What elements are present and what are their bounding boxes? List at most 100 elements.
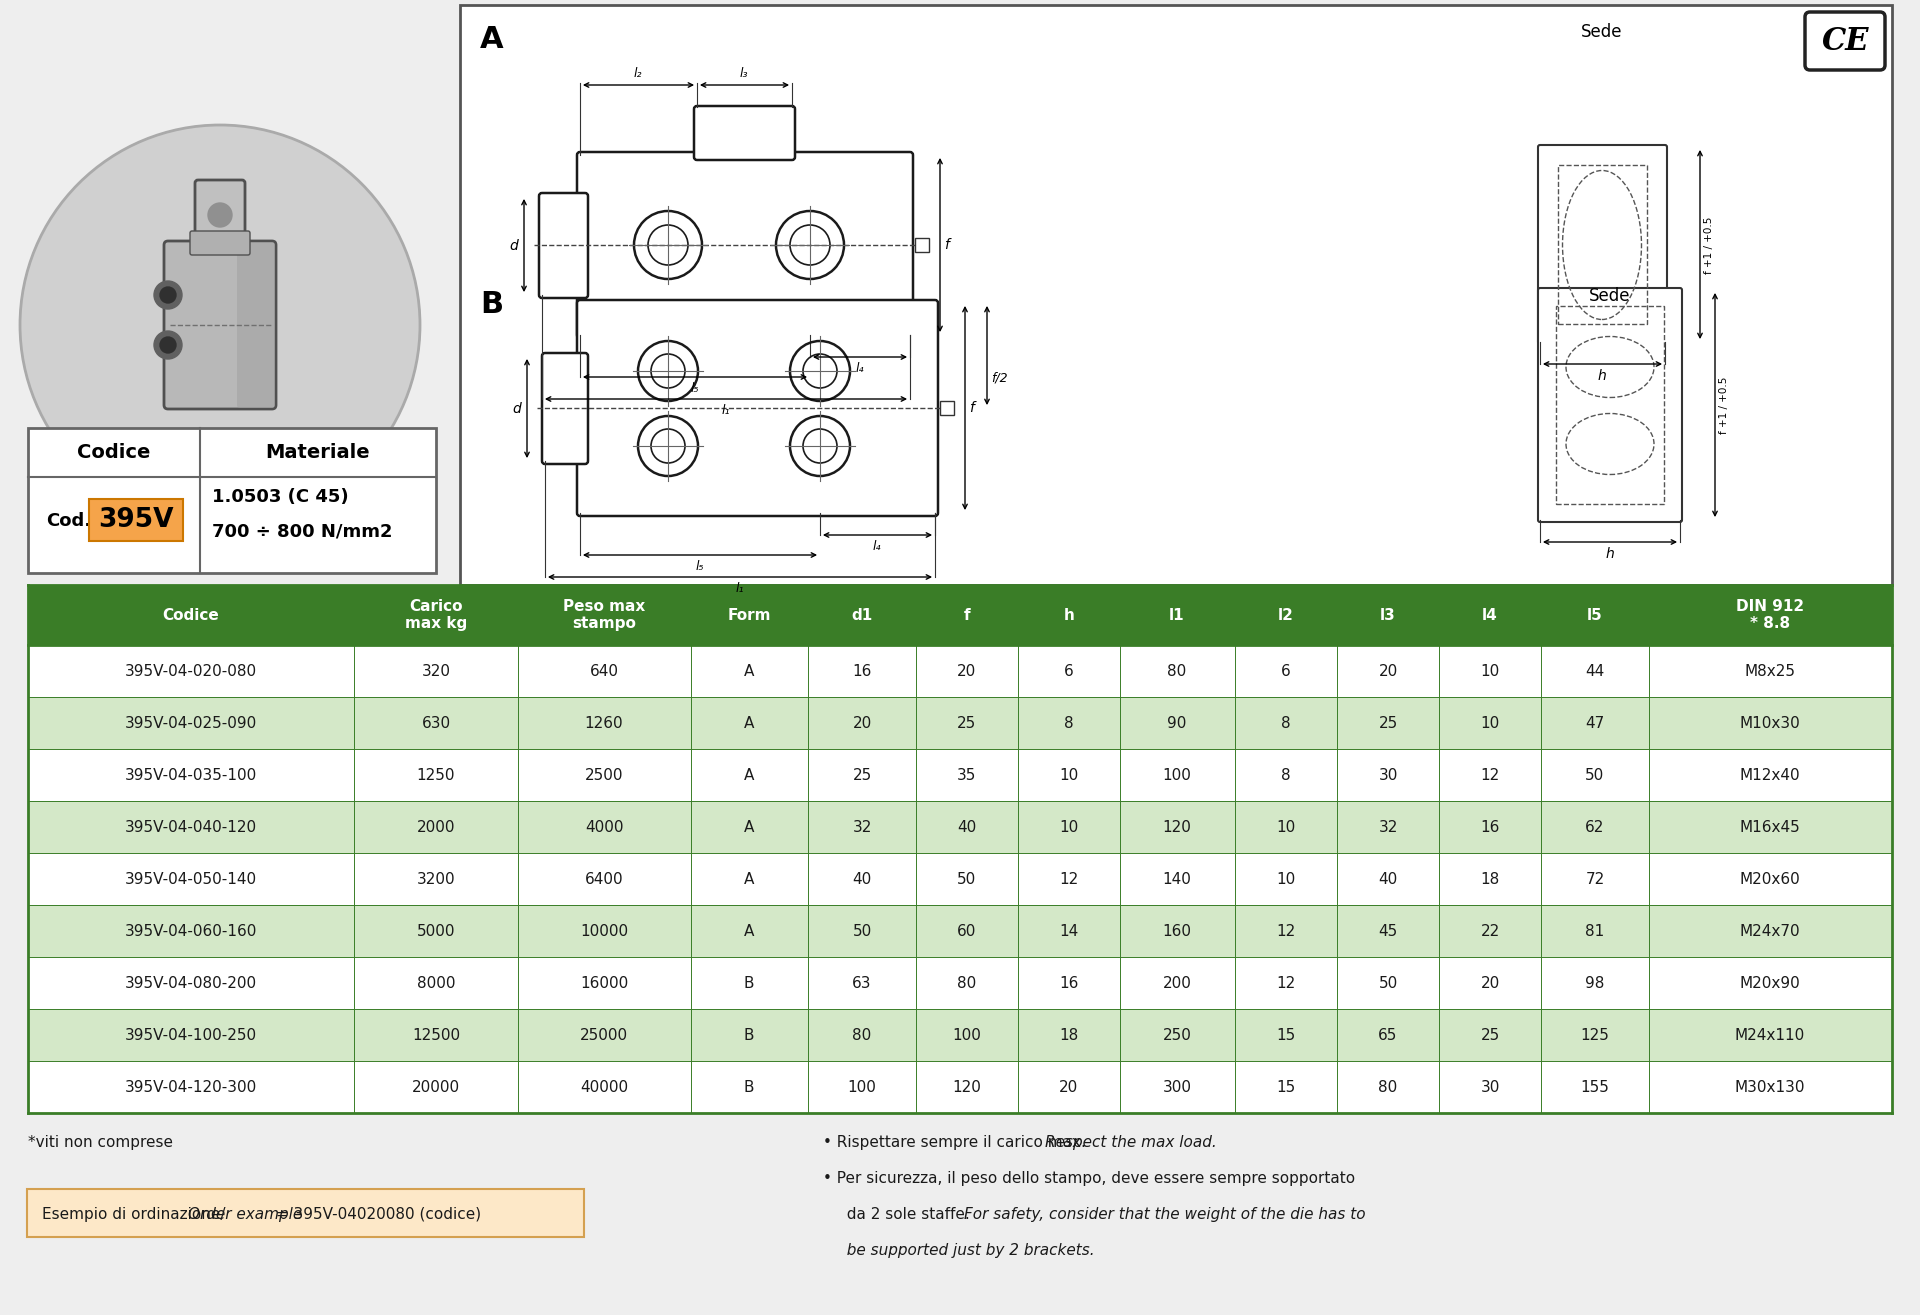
Text: Codice: Codice (163, 608, 219, 622)
Text: h: h (1064, 608, 1075, 622)
Text: 395V-04-080-200: 395V-04-080-200 (125, 976, 257, 990)
Text: 16000: 16000 (580, 976, 628, 990)
Text: 35: 35 (958, 768, 977, 782)
Text: • Per sicurezza, il peso dello stampo, deve essere sempre sopportato: • Per sicurezza, il peso dello stampo, d… (824, 1170, 1356, 1186)
Text: A: A (743, 923, 755, 939)
Text: 80: 80 (1379, 1080, 1398, 1094)
Text: 12: 12 (1480, 768, 1500, 782)
Text: 630: 630 (420, 715, 451, 731)
Bar (29, 1061, 1891, 1112)
Text: 50: 50 (1379, 976, 1398, 990)
FancyBboxPatch shape (541, 352, 588, 464)
Text: 25: 25 (1480, 1027, 1500, 1043)
Text: 320: 320 (422, 664, 451, 679)
Text: 44: 44 (1586, 664, 1605, 679)
Text: 700 ÷ 800 N/mm2: 700 ÷ 800 N/mm2 (211, 522, 392, 540)
Text: l₁: l₁ (735, 583, 745, 594)
FancyBboxPatch shape (1805, 12, 1885, 70)
FancyBboxPatch shape (27, 1189, 584, 1237)
Text: 80: 80 (852, 1027, 872, 1043)
Text: 60: 60 (958, 923, 977, 939)
Text: 25: 25 (958, 715, 977, 731)
Text: Esempio di ordinazione/: Esempio di ordinazione/ (42, 1206, 225, 1222)
Bar (1557, 164, 1647, 323)
Text: A: A (743, 768, 755, 782)
Text: 65: 65 (1379, 1027, 1398, 1043)
Text: 45: 45 (1379, 923, 1398, 939)
Text: 72: 72 (1586, 872, 1605, 886)
Text: 16: 16 (1480, 819, 1500, 835)
Text: A: A (743, 715, 755, 731)
Text: d1: d1 (851, 608, 872, 622)
Text: 12: 12 (1277, 976, 1296, 990)
Text: 100: 100 (1164, 768, 1192, 782)
Text: 395V-04-025-090: 395V-04-025-090 (125, 715, 257, 731)
Text: 5000: 5000 (417, 923, 455, 939)
Circle shape (159, 337, 177, 352)
FancyBboxPatch shape (1538, 288, 1682, 522)
Text: 100: 100 (847, 1080, 876, 1094)
Text: l₄: l₄ (874, 540, 881, 554)
Text: 40000: 40000 (580, 1080, 628, 1094)
Circle shape (19, 125, 420, 525)
Text: 300: 300 (1162, 1080, 1192, 1094)
Text: 16: 16 (852, 664, 872, 679)
Text: Codice: Codice (77, 443, 150, 462)
Text: Respect the max load.: Respect the max load. (1044, 1135, 1217, 1151)
Text: 15: 15 (1277, 1080, 1296, 1094)
Text: Order example: Order example (188, 1206, 301, 1222)
FancyBboxPatch shape (163, 241, 276, 409)
Bar (29, 427, 436, 573)
Text: 395V-04-040-120: 395V-04-040-120 (125, 819, 257, 835)
Text: l1: l1 (1169, 608, 1185, 622)
Text: f: f (970, 401, 973, 416)
Text: 50: 50 (1586, 768, 1605, 782)
Text: 47: 47 (1586, 715, 1605, 731)
Text: 14: 14 (1060, 923, 1079, 939)
Text: l2: l2 (1279, 608, 1294, 622)
Text: *viti non comprese: *viti non comprese (29, 1135, 173, 1151)
Text: Sede: Sede (1582, 22, 1622, 41)
Text: Materiale: Materiale (265, 443, 371, 462)
Text: 6: 6 (1281, 664, 1290, 679)
Text: 32: 32 (1379, 819, 1398, 835)
Text: be supported just by 2 brackets.: be supported just by 2 brackets. (837, 1243, 1094, 1258)
Text: 125: 125 (1580, 1027, 1609, 1043)
Bar (29, 585, 1891, 644)
Text: DIN 912
* 8.8: DIN 912 * 8.8 (1736, 598, 1805, 631)
Text: • Rispettare sempre il carico max.: • Rispettare sempre il carico max. (824, 1135, 1091, 1151)
Text: 100: 100 (952, 1027, 981, 1043)
Text: l5: l5 (1588, 608, 1603, 622)
Text: Form: Form (728, 608, 770, 622)
Bar (29, 853, 1891, 905)
FancyBboxPatch shape (693, 107, 795, 160)
Text: 395V-04-020-080: 395V-04-020-080 (125, 664, 257, 679)
Circle shape (154, 281, 182, 309)
Text: M16x45: M16x45 (1740, 819, 1801, 835)
Text: 1.0503 (C 45): 1.0503 (C 45) (211, 488, 349, 506)
Text: Carico
max kg: Carico max kg (405, 598, 467, 631)
Text: 10: 10 (1277, 872, 1296, 886)
Text: 40: 40 (1379, 872, 1398, 886)
Bar (29, 905, 1891, 957)
Text: 22: 22 (1480, 923, 1500, 939)
Text: 20: 20 (1060, 1080, 1079, 1094)
FancyBboxPatch shape (196, 180, 246, 249)
Bar (941, 401, 954, 416)
Text: 50: 50 (958, 872, 977, 886)
Bar (916, 238, 929, 252)
Text: 120: 120 (952, 1080, 981, 1094)
Text: 8: 8 (1064, 715, 1073, 731)
Text: 140: 140 (1164, 872, 1192, 886)
Text: 20: 20 (852, 715, 872, 731)
Text: 12: 12 (1277, 923, 1296, 939)
Text: 395V: 395V (98, 508, 173, 533)
Text: 90: 90 (1167, 715, 1187, 731)
Text: 2500: 2500 (586, 768, 624, 782)
Text: d: d (509, 239, 518, 252)
Text: 50: 50 (852, 923, 872, 939)
Text: M24x70: M24x70 (1740, 923, 1801, 939)
Text: 250: 250 (1164, 1027, 1192, 1043)
Text: M12x40: M12x40 (1740, 768, 1801, 782)
FancyBboxPatch shape (190, 231, 250, 255)
